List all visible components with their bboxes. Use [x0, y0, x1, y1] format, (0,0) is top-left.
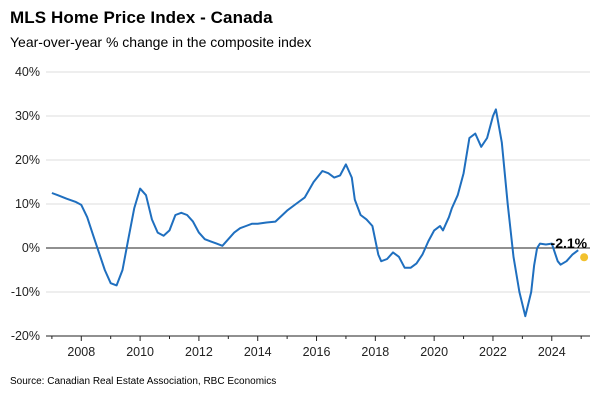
y-tick-label: 30% [15, 109, 40, 123]
x-tick-label: 2014 [244, 345, 272, 359]
series-line [51, 108, 579, 318]
y-tick-label: 10% [15, 197, 40, 211]
series-layer [51, 108, 589, 318]
x-tick-label: 2020 [420, 345, 448, 359]
chart-title: MLS Home Price Index - Canada [10, 8, 273, 27]
chart-subtitle: Year-over-year % change in the composite… [10, 34, 312, 50]
y-tick-label: 0% [22, 241, 40, 255]
x-tick-label: 2016 [303, 345, 331, 359]
x-tick-label: 2022 [479, 345, 507, 359]
x-tick-label: 2012 [185, 345, 213, 359]
source-note: Source: Canadian Real Estate Association… [10, 376, 277, 387]
axes: -20% -10% 0% 10% 20% 30% 40% 2008 2010 2012 2014 20… [11, 65, 590, 359]
x-tick-label: 2010 [126, 345, 154, 359]
x-tick-label: 2008 [67, 345, 95, 359]
y-tick-label: 20% [15, 153, 40, 167]
labels-layer: -2.1% [551, 235, 588, 251]
y-tick-label: -10% [11, 285, 40, 299]
y-tick-label: -20% [11, 329, 40, 343]
latest-value-label: -2.1% [551, 235, 588, 251]
y-tick-label: 40% [15, 65, 40, 79]
x-tick-label: 2018 [361, 345, 389, 359]
x-tick-label: 2024 [538, 345, 566, 359]
latest-point-marker [580, 253, 589, 262]
